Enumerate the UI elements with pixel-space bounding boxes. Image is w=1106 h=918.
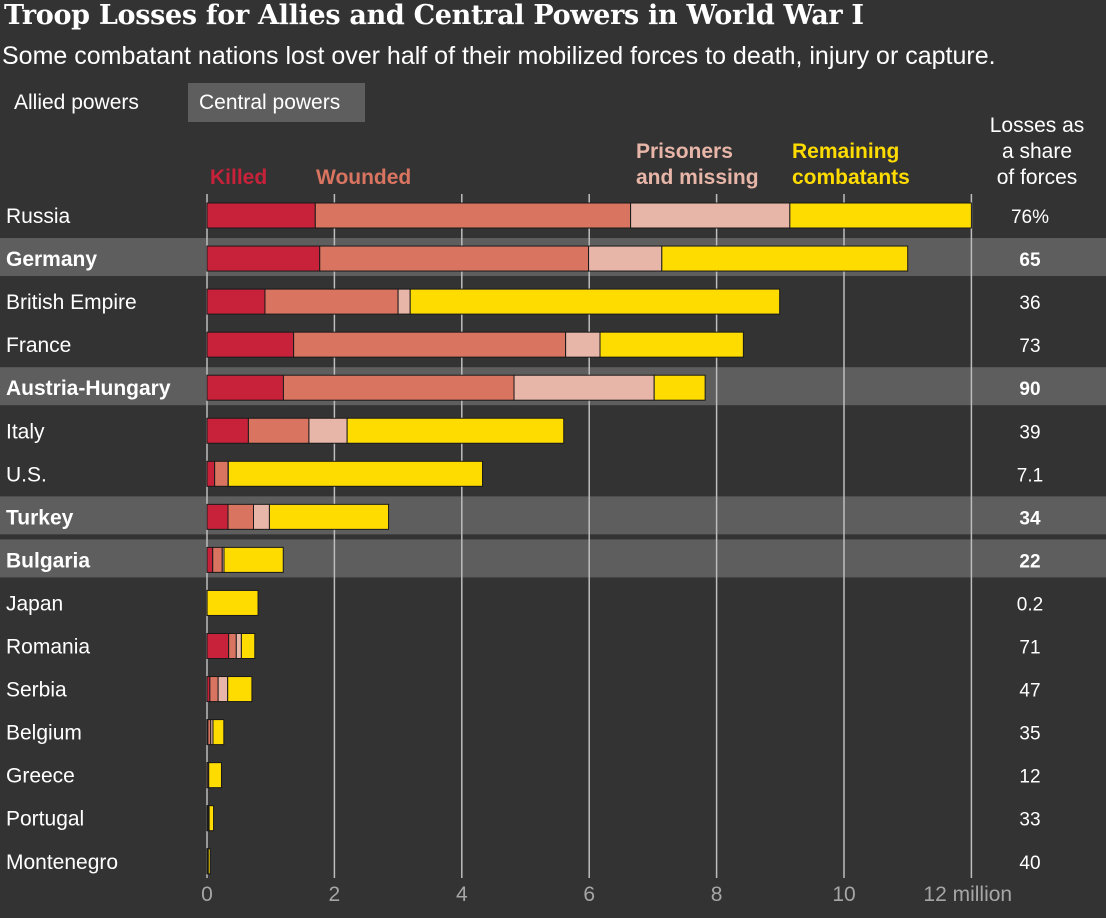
country-label-turkey: Turkey [6, 506, 74, 529]
bar-remaining-turkey [268, 503, 390, 530]
bar-killed-british-empire [206, 288, 266, 315]
share-value-bulgaria: 22 [1019, 551, 1040, 572]
legend-killed: Killed [210, 166, 267, 189]
bar-prisoners-austria-hungary [513, 374, 655, 401]
share-value-british-empire: 36 [1019, 293, 1040, 314]
bar-killed-russia [206, 202, 316, 229]
bar-wounded-u-s [214, 460, 229, 487]
bar-remaining-germany [661, 245, 909, 272]
bar-remaining-serbia [227, 676, 253, 703]
country-label-belgium: Belgium [6, 722, 82, 745]
x-tick-4: 4 [456, 883, 468, 906]
share-value-italy: 39 [1019, 422, 1040, 443]
tab-allied-powers[interactable]: Allied powers [14, 91, 139, 114]
country-label-france: France [6, 334, 71, 357]
share-value-greece: 12 [1019, 767, 1040, 788]
bar-prisoners-germany [588, 245, 663, 272]
country-label-russia: Russia [6, 205, 71, 228]
bar-wounded-germany [319, 245, 590, 272]
country-label-montenegro: Montenegro [6, 851, 118, 874]
bar-killed-austria-hungary [206, 374, 284, 401]
highlight-row-bulgaria [0, 539, 1106, 578]
country-label-bulgaria: Bulgaria [6, 549, 90, 572]
bar-wounded-romania [228, 633, 237, 659]
bar-wounded-austria-hungary [282, 374, 515, 401]
country-label-romania: Romania [6, 636, 90, 659]
bar-prisoners-romania [235, 633, 242, 659]
bar-killed-france [206, 331, 295, 358]
country-label-austria-hungary: Austria-Hungary [6, 377, 171, 400]
country-label-japan: Japan [6, 592, 63, 615]
share-value-serbia: 47 [1019, 681, 1040, 702]
bar-wounded-italy [247, 417, 310, 444]
highlight-row-turkey [0, 496, 1106, 535]
country-label-serbia: Serbia [6, 679, 67, 702]
bar-prisoners-serbia [217, 676, 229, 703]
share-value-france: 73 [1019, 336, 1040, 357]
bar-killed-turkey [206, 503, 229, 530]
chart-subtitle: Some combatant nations lost over half of… [2, 42, 996, 70]
share-value-germany: 65 [1019, 250, 1041, 271]
chart-title: Troop Losses for Allies and Central Powe… [4, 0, 864, 31]
bar-wounded-serbia [209, 676, 219, 703]
share-value-japan: 0.2 [1017, 594, 1043, 615]
country-label-portugal: Portugal [6, 808, 84, 831]
tab-central-powers[interactable]: Central powers [188, 83, 365, 122]
bar-killed-italy [206, 417, 249, 444]
bar-wounded-france [293, 331, 567, 358]
bar-remaining-bulgaria [223, 546, 284, 573]
country-label-u-s: U.S. [6, 463, 47, 486]
country-label-greece: Greece [6, 765, 75, 788]
legend-prisoners: Prisoners and missing [636, 140, 759, 189]
bar-remaining-austria-hungary [653, 374, 706, 401]
x-tick-0: 0 [201, 883, 213, 906]
x-tick-8: 8 [711, 883, 723, 906]
bar-wounded-russia [314, 202, 632, 229]
bar-killed-bulgaria [206, 546, 214, 573]
share-value-montenegro: 40 [1019, 853, 1040, 874]
x-tick-12: 12 million [923, 883, 1012, 906]
share-value-russia: 76% [1011, 207, 1049, 228]
bar-wounded-turkey [227, 503, 255, 530]
bar-remaining-russia [789, 202, 972, 229]
bar-remaining-portugal [208, 805, 215, 832]
bar-remaining-belgium [212, 719, 225, 746]
x-tick-6: 6 [583, 883, 595, 906]
bar-remaining-u-s [227, 460, 484, 487]
bar-prisoners-turkey [253, 503, 270, 530]
x-tick-2: 2 [329, 883, 341, 906]
share-value-turkey: 34 [1019, 508, 1041, 529]
share-value-austria-hungary: 90 [1019, 379, 1040, 400]
bar-wounded-bulgaria [212, 546, 223, 573]
bar-remaining-italy [346, 417, 565, 444]
share-column-header: Losses as a share of forces [990, 114, 1085, 189]
share-value-u-s: 7.1 [1017, 465, 1043, 486]
bar-prisoners-russia [630, 202, 791, 229]
legend-remaining: Remaining combatants [792, 140, 910, 189]
bar-prisoners-british-empire [397, 288, 411, 315]
bar-remaining-romania [240, 633, 256, 659]
bar-killed-romania [206, 633, 230, 659]
bar-wounded-british-empire [264, 288, 399, 315]
legend-wounded: Wounded [316, 166, 411, 189]
bar-remaining-france [599, 331, 744, 358]
bar-prisoners-france [565, 331, 601, 358]
bar-remaining-japan [206, 589, 259, 616]
share-value-portugal: 33 [1019, 810, 1040, 831]
country-label-british-empire: British Empire [6, 291, 137, 314]
bar-killed-u-s [206, 460, 216, 487]
bar-remaining-greece [208, 762, 222, 789]
bar-remaining-montenegro [207, 848, 211, 875]
share-value-romania: 71 [1019, 638, 1040, 659]
country-label-germany: Germany [6, 248, 97, 271]
country-label-italy: Italy [6, 420, 45, 443]
x-tick-10: 10 [832, 883, 855, 906]
share-value-belgium: 35 [1019, 724, 1040, 745]
bar-prisoners-italy [308, 417, 348, 444]
bar-killed-germany [206, 245, 321, 272]
bar-remaining-british-empire [409, 288, 781, 315]
